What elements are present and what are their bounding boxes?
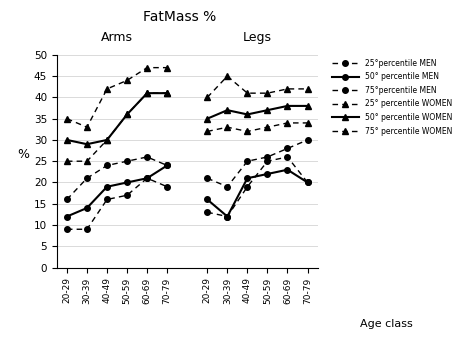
Legend: 25°percentile MEN, 50° percentile MEN, 75°percentile MEN, 25° percentile WOMEN, : 25°percentile MEN, 50° percentile MEN, 7…: [332, 59, 452, 135]
Text: Age class: Age class: [360, 319, 412, 329]
Y-axis label: %: %: [17, 148, 29, 161]
Text: FatMass %: FatMass %: [144, 10, 217, 24]
Text: Arms: Arms: [101, 31, 133, 44]
Text: Legs: Legs: [243, 31, 272, 44]
